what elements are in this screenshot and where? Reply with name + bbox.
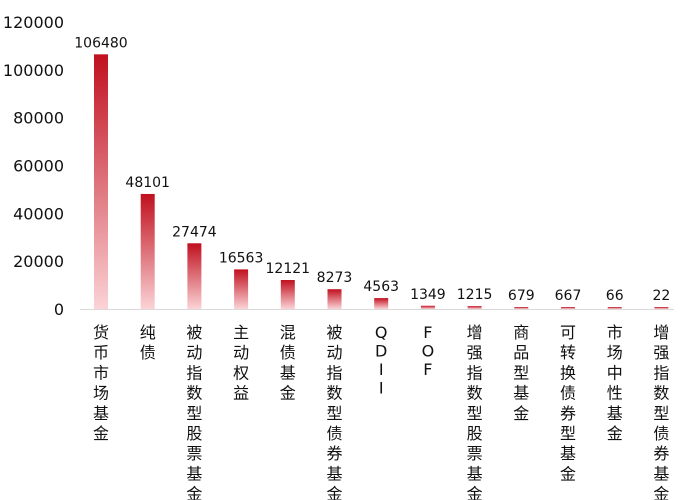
bar: [234, 269, 249, 309]
bar: [140, 193, 155, 309]
bar: [374, 298, 389, 309]
category-label: 商品型基金: [513, 323, 529, 423]
bar: [420, 305, 435, 309]
data-label: 66: [606, 288, 624, 304]
bar: [187, 243, 202, 309]
y-tick-label: 40000: [13, 204, 64, 223]
bar: [280, 280, 295, 309]
category-labels: 货币市场基金 纯债 被动指数型股票基金 主动权益 混债基金 被动指数型债券基金 Q D I I F O…: [93, 323, 669, 500]
data-label: 679: [508, 288, 535, 304]
data-label: 48101: [125, 175, 170, 191]
y-tick-label: 120000: [3, 13, 64, 32]
data-label: 16563: [219, 250, 264, 266]
bar: [654, 307, 669, 309]
category-label: 被动指数型债券基金: [326, 323, 342, 500]
data-label: 27474: [172, 224, 217, 240]
y-tick-label: 20000: [13, 252, 64, 271]
category-label: 主动权益: [233, 323, 249, 403]
bar: [607, 307, 622, 309]
data-label: 1215: [457, 287, 493, 303]
category-label: 增强指数型股票基金: [467, 323, 483, 500]
category-label: 增强指数型债券基金: [653, 323, 669, 500]
category-label: 纯债: [140, 323, 156, 362]
bar: [327, 289, 342, 309]
y-tick-label: 80000: [13, 109, 64, 128]
category-label: 被动指数型股票基金: [186, 323, 202, 500]
data-label: 1349: [410, 287, 446, 303]
category-label: 混债基金: [280, 323, 296, 403]
data-label: 12121: [266, 261, 311, 277]
category-label: 市场中性基金: [607, 323, 623, 443]
bar: [561, 307, 575, 309]
data-label: 8273: [317, 270, 353, 286]
data-label: 106480: [74, 35, 127, 51]
category-label: 货币市场基金: [93, 323, 109, 443]
bar-series: [94, 54, 669, 310]
y-tick-label: 60000: [13, 157, 64, 176]
bar: [467, 306, 482, 309]
data-label: 22: [652, 288, 670, 304]
y-tick-label: 0: [54, 300, 64, 319]
category-label: 可转换债券型基金: [560, 323, 576, 483]
y-axis: 0 20000 40000 60000 80000 100000 120000: [3, 13, 64, 319]
data-label: 4563: [363, 279, 399, 295]
bar: [94, 54, 108, 310]
data-label: 667: [555, 288, 582, 304]
y-tick-label: 100000: [3, 61, 64, 80]
bar: [514, 307, 529, 309]
